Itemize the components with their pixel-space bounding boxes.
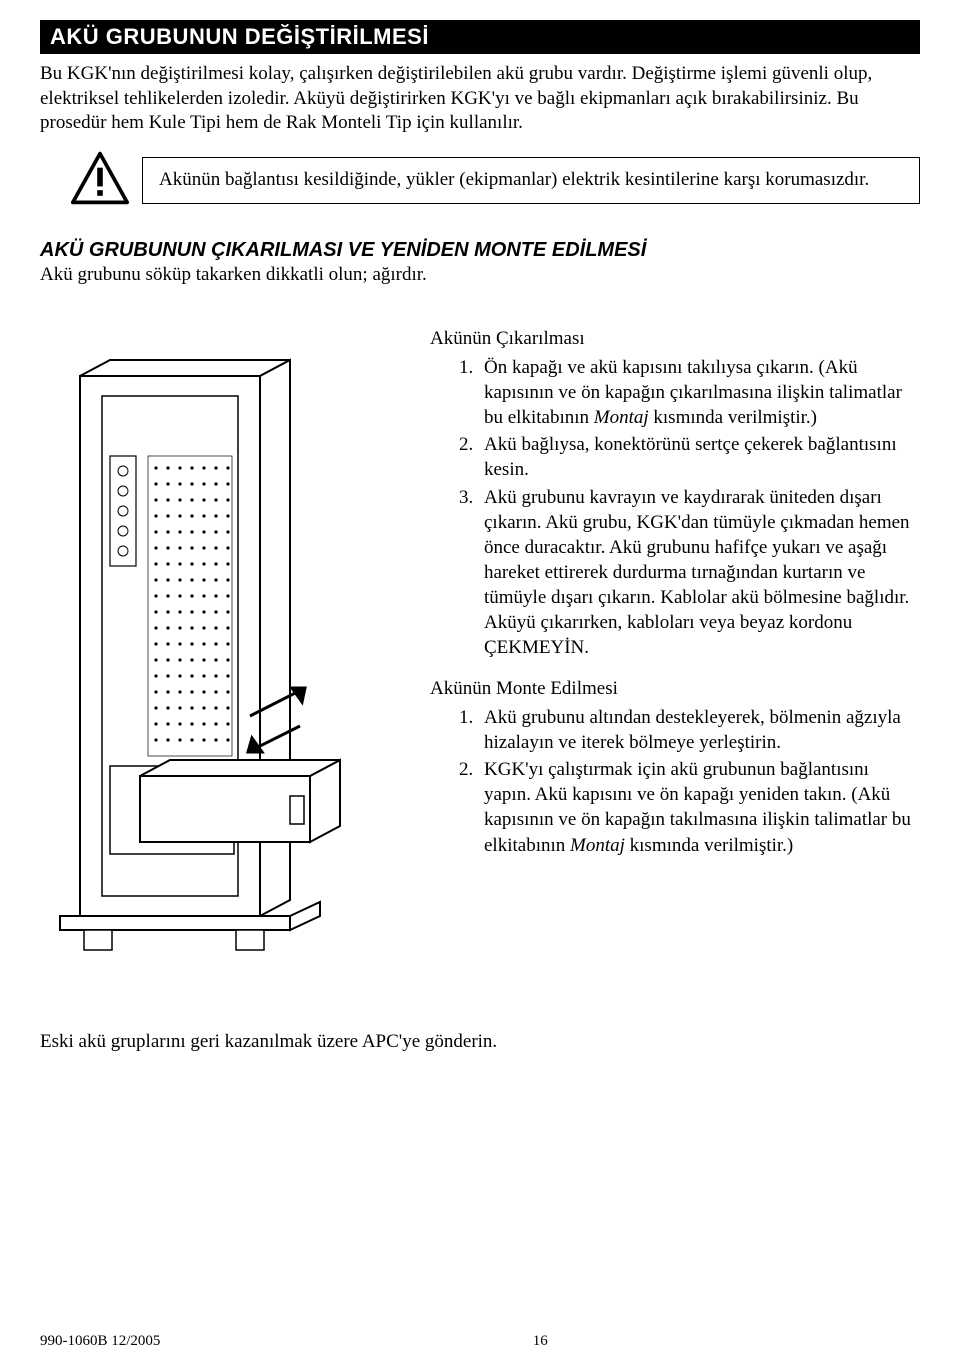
warning-icon — [70, 150, 130, 211]
section-title: AKÜ GRUBUNUN ÇIKARILMASI VE YENİDEN MONT… — [40, 239, 920, 262]
page-title-bar: AKÜ GRUBUNUN DEĞİŞTİRİLMESİ — [40, 20, 920, 54]
removal-steps: Ön kapağı ve akü kapısını takılıysa çıka… — [430, 355, 920, 660]
removal-step-3: Akü grubunu kavrayın ve kaydırarak ünite… — [478, 485, 920, 661]
instructions-column: Akünün Çıkarılması Ön kapağı ve akü kapı… — [430, 326, 920, 874]
intro-paragraph: Bu KGK'nın değiştirilmesi kolay, çalışır… — [40, 62, 920, 136]
warning-text: Akünün bağlantısı kesildiğinde, yükler (… — [159, 169, 869, 190]
install-heading: Akünün Monte Edilmesi — [430, 676, 920, 701]
section-lead: Akü grubunu söküp takarken dikkatli olun… — [40, 264, 920, 286]
warning-row: Akünün bağlantısı kesildiğinde, yükler (… — [70, 150, 920, 211]
warning-box: Akünün bağlantısı kesildiğinde, yükler (… — [142, 157, 920, 204]
removal-step-1: Ön kapağı ve akü kapısını takılıysa çıka… — [478, 355, 920, 430]
content-row: Akünün Çıkarılması Ön kapağı ve akü kapı… — [40, 326, 920, 981]
install-step-2: KGK'yı çalıştırmak için akü grubunun bağ… — [478, 757, 920, 857]
document-page: AKÜ GRUBUNUN DEĞİŞTİRİLMESİ Bu KGK'nın d… — [0, 0, 960, 1368]
removal-step-2: Akü bağlıysa, konektörünü sertçe çekerek… — [478, 432, 920, 482]
page-footer: 990-1060B 12/2005 16 — [40, 1333, 920, 1350]
install-steps: Akü grubunu altından destekleyerek, bölm… — [430, 705, 920, 857]
install-step-1: Akü grubunu altından destekleyerek, bölm… — [478, 705, 920, 755]
removal-heading: Akünün Çıkarılması — [430, 326, 920, 351]
bottom-note: Eski akü gruplarını geri kazanılmak üzer… — [40, 1031, 920, 1053]
device-illustration — [40, 326, 410, 981]
footer-doc-id: 990-1060B 12/2005 — [40, 1333, 160, 1350]
footer-page-number: 16 — [40, 1333, 920, 1350]
page-title: AKÜ GRUBUNUN DEĞİŞTİRİLMESİ — [50, 24, 429, 49]
